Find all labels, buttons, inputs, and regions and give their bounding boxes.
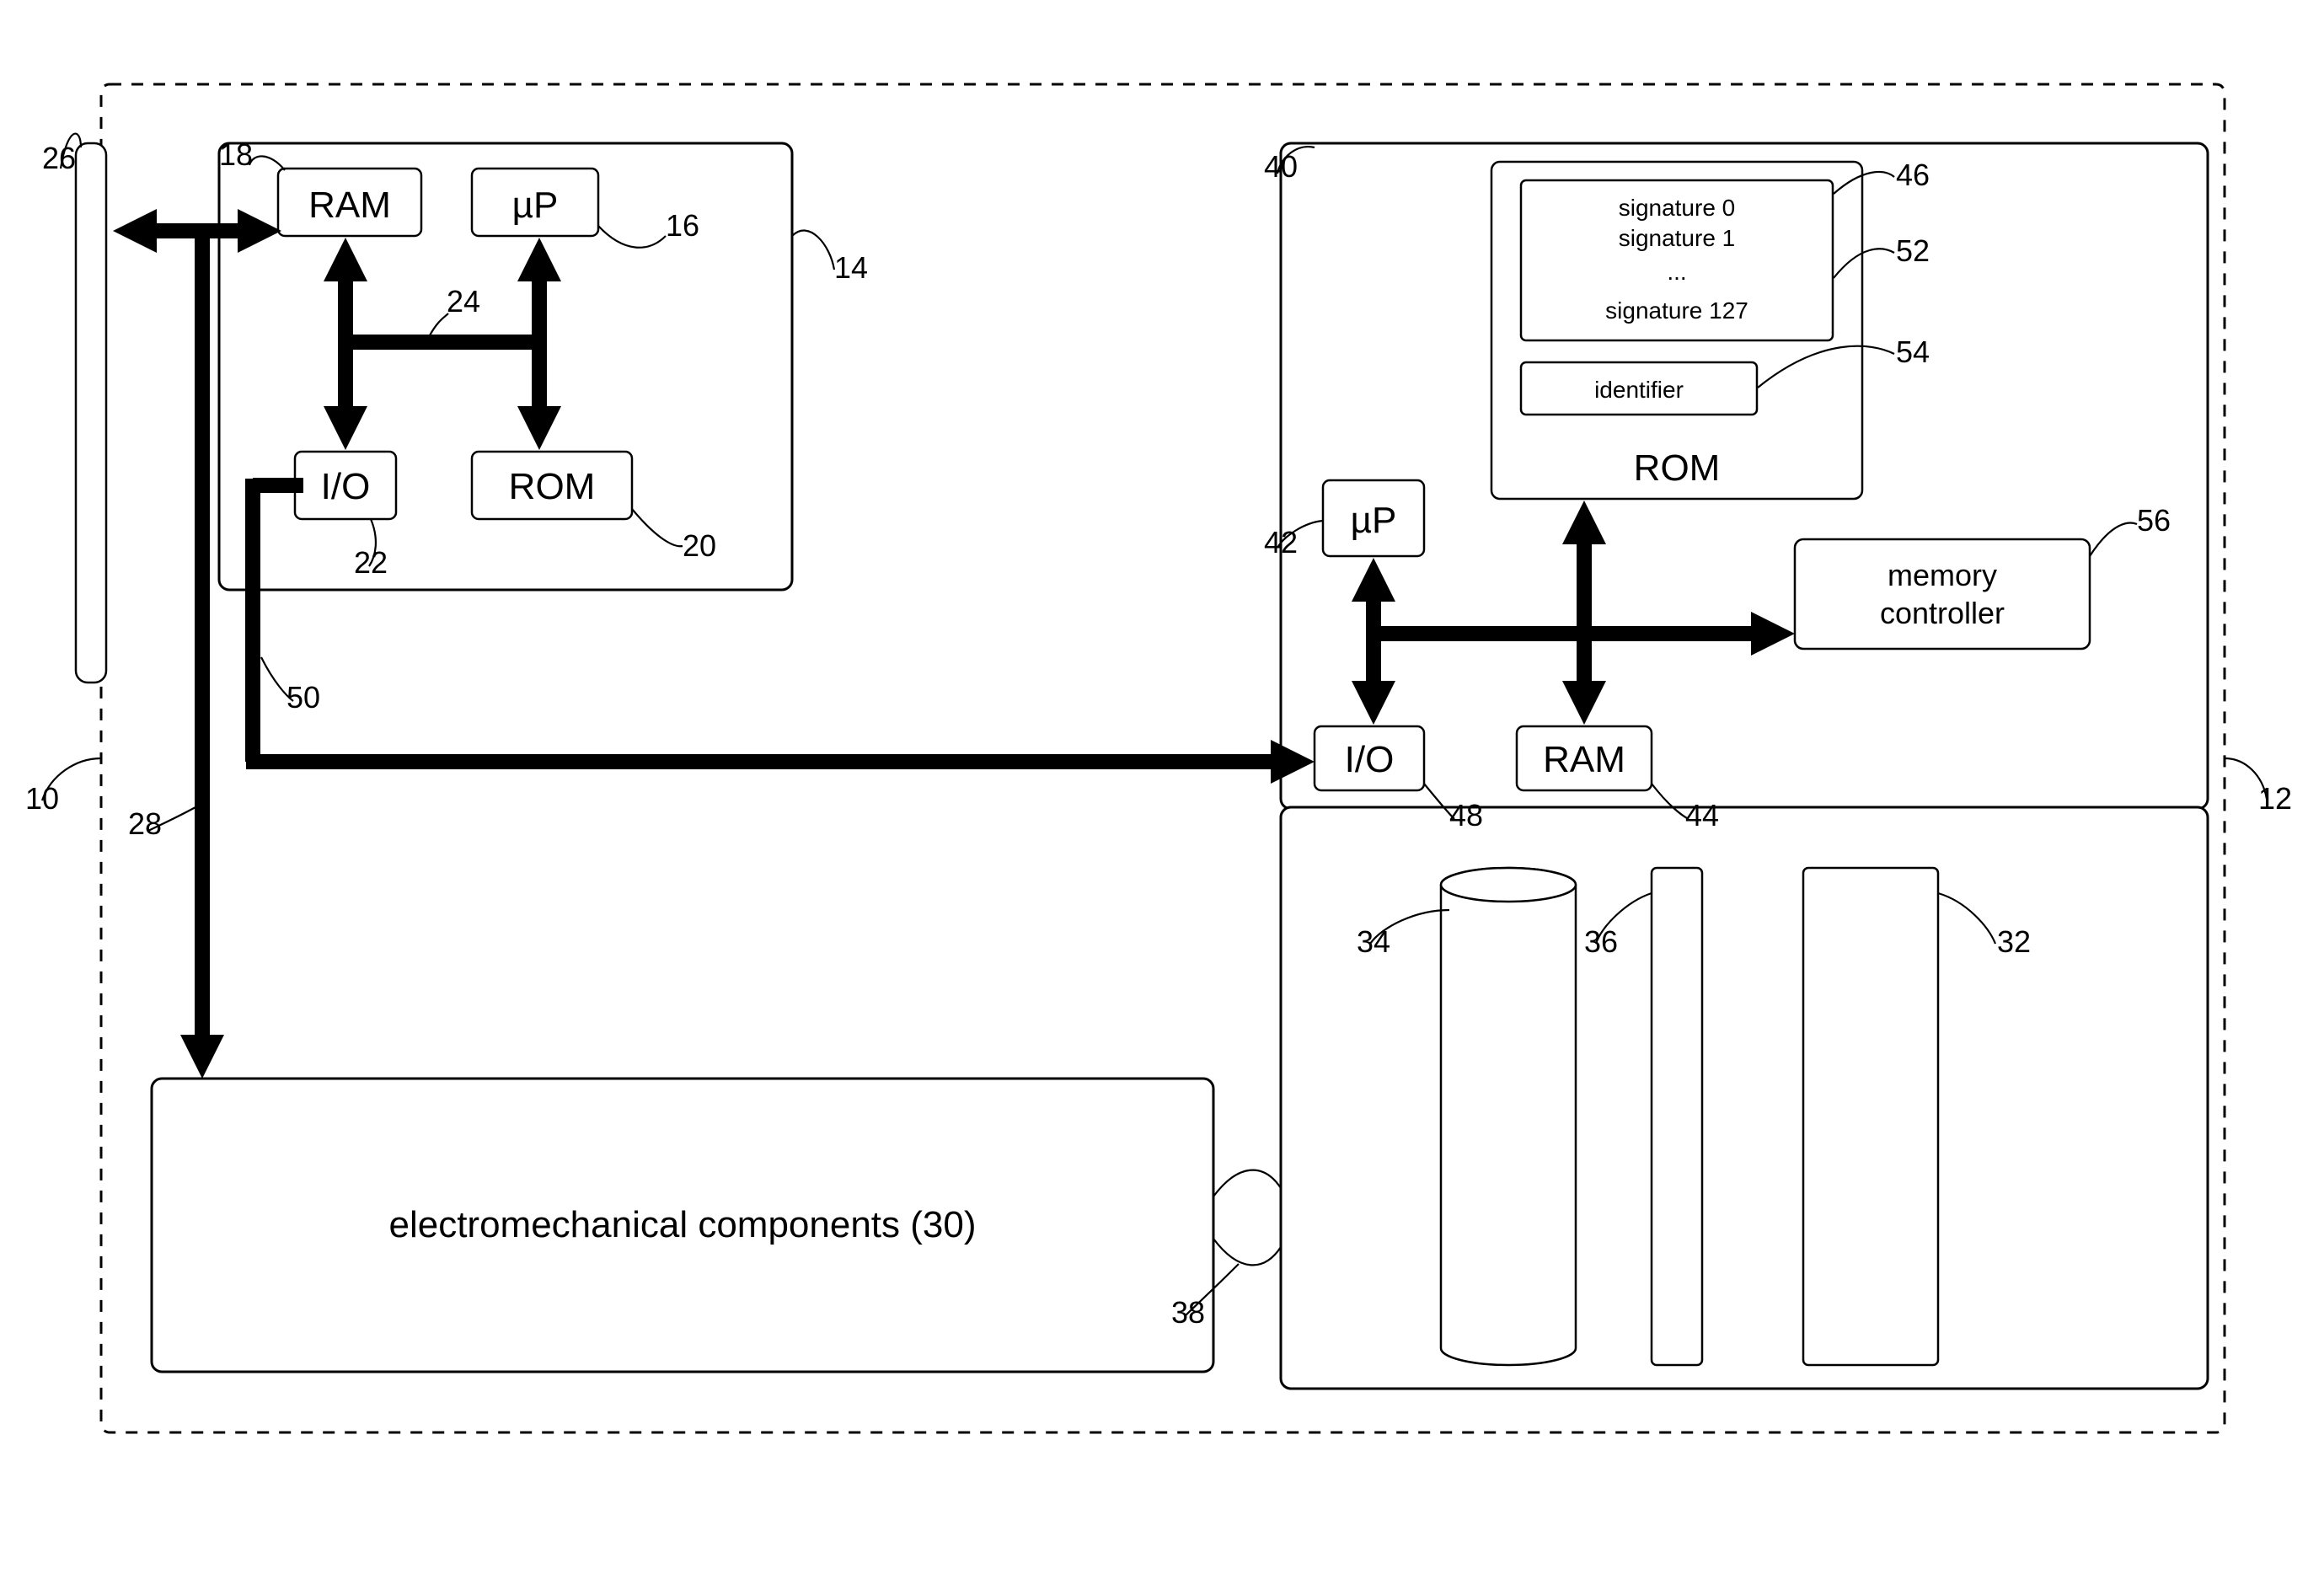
link-38b bbox=[1213, 1239, 1281, 1265]
link-38 bbox=[1213, 1170, 1281, 1197]
ref-36: 36 bbox=[1584, 924, 1618, 959]
ram-44-label: RAM bbox=[1543, 739, 1625, 780]
bus-28-vertical bbox=[180, 231, 224, 1079]
ref-54: 54 bbox=[1896, 335, 1930, 369]
ref-16: 16 bbox=[666, 208, 699, 243]
io-22-label: I/O bbox=[321, 466, 371, 507]
sig-l1: signature 1 bbox=[1619, 225, 1736, 251]
ref-46: 46 bbox=[1896, 158, 1930, 192]
ref-48: 48 bbox=[1449, 798, 1483, 833]
ref-28: 28 bbox=[128, 806, 162, 841]
ref-26: 26 bbox=[42, 141, 76, 175]
ref-40: 40 bbox=[1264, 149, 1298, 184]
lead-14 bbox=[792, 231, 834, 270]
ref-14: 14 bbox=[834, 250, 868, 285]
memctrl-56-box bbox=[1795, 539, 2090, 649]
sig-l127: signature 127 bbox=[1605, 297, 1748, 324]
mup-42-label: µP bbox=[1351, 500, 1397, 541]
ref-52: 52 bbox=[1896, 233, 1930, 268]
lower-panel bbox=[1281, 807, 2208, 1389]
rom-46-label: ROM bbox=[1634, 447, 1721, 489]
emc-30-label: electromechanical components (30) bbox=[388, 1204, 976, 1245]
ref-50: 50 bbox=[286, 680, 320, 715]
ref-20: 20 bbox=[683, 528, 716, 563]
ref-24: 24 bbox=[447, 284, 480, 319]
ram-18-label: RAM bbox=[308, 185, 391, 226]
sig-ld: ... bbox=[1667, 259, 1686, 285]
sig-l0: signature 0 bbox=[1619, 195, 1736, 221]
ref-32: 32 bbox=[1997, 924, 2031, 959]
mup-16-label: µP bbox=[512, 185, 559, 226]
cylinder-34 bbox=[1441, 868, 1576, 1365]
ref-56: 56 bbox=[2137, 503, 2171, 538]
ref-18: 18 bbox=[219, 137, 253, 172]
cylinder-34-top bbox=[1441, 868, 1576, 902]
memctrl-l1: memory bbox=[1888, 558, 1997, 592]
identifier-54-label: identifier bbox=[1594, 377, 1684, 403]
bar-36 bbox=[1652, 868, 1702, 1365]
rom-20-label: ROM bbox=[509, 466, 596, 507]
io-48-label: I/O bbox=[1345, 739, 1395, 780]
memctrl-l2: controller bbox=[1880, 596, 2005, 630]
diagram-root: RAM µP I/O ROM signature 0 signature 1 .… bbox=[0, 0, 2324, 1574]
bar-32 bbox=[1803, 868, 1938, 1365]
slot-26 bbox=[76, 143, 106, 683]
ref-44: 44 bbox=[1685, 798, 1719, 833]
